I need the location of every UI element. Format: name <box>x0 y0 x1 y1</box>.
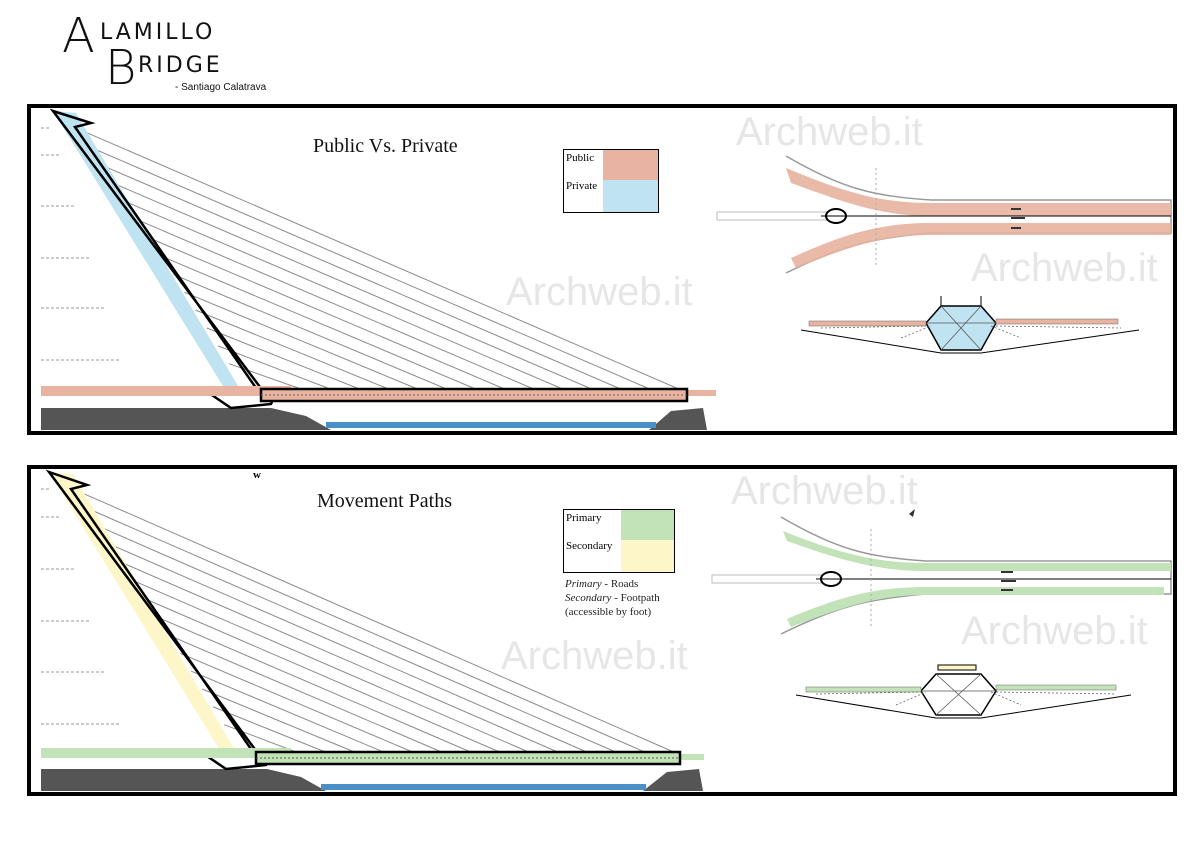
note-secondary: Secondary - Footpath <box>565 592 660 604</box>
note-primary: Primary - Roads <box>565 578 639 590</box>
stay-cables <box>84 131 682 391</box>
riverbank-right <box>643 769 703 791</box>
pylon-outline <box>49 108 279 410</box>
bridge-drawing <box>41 469 1172 791</box>
elevation-scale <box>41 488 121 725</box>
watermark: Archweb.it <box>501 634 688 678</box>
deck-public-right <box>686 390 716 396</box>
stay-cable <box>202 688 358 754</box>
plan-road-upper <box>783 531 1171 571</box>
stay-cable <box>217 345 333 391</box>
bridge-drawing <box>41 108 1172 430</box>
section-view <box>800 296 1140 354</box>
pylon-fill <box>53 111 241 391</box>
title-word-2: RIDGE <box>138 53 223 78</box>
panel-title: Public Vs. Private <box>313 135 458 157</box>
legend-public-private: Public Private <box>563 149 659 213</box>
stay-cable <box>191 670 387 754</box>
stay-cable <box>158 617 474 754</box>
panel-movement-paths: Archweb.it Archweb.it Archweb.it <box>27 465 1177 796</box>
author-credit: - Santiago Calatrava <box>175 82 267 93</box>
watermark: Archweb.it <box>736 110 923 154</box>
deck-public-left <box>41 386 291 396</box>
note-accessible: (accessible by foot) <box>565 606 652 618</box>
stay-cable <box>92 510 648 754</box>
legend-label-public: Public <box>566 152 595 164</box>
pylon-fill <box>49 472 236 752</box>
section-deck-left <box>808 320 927 327</box>
stay-cable <box>150 238 508 391</box>
title-word-1: LAMILLO <box>100 20 216 45</box>
stray-mark: w <box>253 469 261 481</box>
stay-cable <box>117 184 595 391</box>
stay-cable <box>95 149 653 391</box>
riverbank-right <box>649 408 707 430</box>
river-water <box>326 422 656 428</box>
panel-title: Movement Paths <box>317 490 452 512</box>
stay-cable <box>147 599 503 754</box>
legend-swatch-public <box>603 150 658 180</box>
legend-swatch-secondary <box>621 540 674 572</box>
section-deck-right <box>995 318 1119 325</box>
legend-notes: Primary - Roads Secondary - Footpath (ac… <box>565 577 660 619</box>
plan-road-upper <box>786 168 1171 216</box>
stay-cable <box>162 256 479 391</box>
stay-cable <box>125 563 561 754</box>
plan-road-lower <box>787 587 1164 627</box>
watermark: Archweb.it <box>506 270 693 314</box>
legend-label-private: Private <box>566 180 598 192</box>
stay-cable <box>81 492 677 754</box>
legend-swatch-private <box>603 180 658 212</box>
legend-movement: Primary Secondary <box>563 509 675 573</box>
plan-road-lower <box>791 223 1171 268</box>
stay-cable <box>114 545 590 754</box>
elevation-scale <box>41 127 121 361</box>
stay-cable <box>195 309 392 391</box>
panel-public-private: Archweb.it Archweb.it Archweb.it <box>27 104 1177 435</box>
riverbank-left <box>41 408 331 430</box>
stay-cable <box>180 652 416 754</box>
section-top-secondary <box>937 664 977 671</box>
river-water <box>321 784 646 790</box>
deck-primary-right <box>679 754 704 760</box>
legend-swatch-primary <box>621 510 674 540</box>
stay-cable <box>136 581 532 754</box>
deck-primary-left <box>41 748 291 758</box>
section-deck-left <box>805 686 922 693</box>
stay-cable <box>184 291 421 391</box>
stay-cable <box>213 706 329 754</box>
legend-label-primary: Primary <box>566 512 602 524</box>
stay-cable <box>139 220 537 391</box>
riverbank-left <box>41 769 326 791</box>
stay-cable <box>106 166 624 391</box>
stay-cable <box>103 527 619 754</box>
watermark: Archweb.it <box>731 469 918 513</box>
watermark: Archweb.it <box>971 246 1158 290</box>
legend-label-secondary: Secondary <box>566 540 613 552</box>
plan-view <box>716 155 1172 274</box>
title-letter-b: B <box>105 40 137 96</box>
title-letter-a: A <box>62 8 95 64</box>
section-deck-right <box>995 684 1117 691</box>
stay-cable <box>169 634 445 754</box>
stay-cable <box>84 131 682 391</box>
stay-cable <box>128 202 566 391</box>
stay-cable <box>206 327 363 391</box>
section-view <box>795 664 1132 719</box>
watermark: Archweb.it <box>961 609 1148 653</box>
stay-cable <box>173 273 450 391</box>
plan-view <box>711 509 1172 635</box>
stay-cables <box>81 492 677 754</box>
